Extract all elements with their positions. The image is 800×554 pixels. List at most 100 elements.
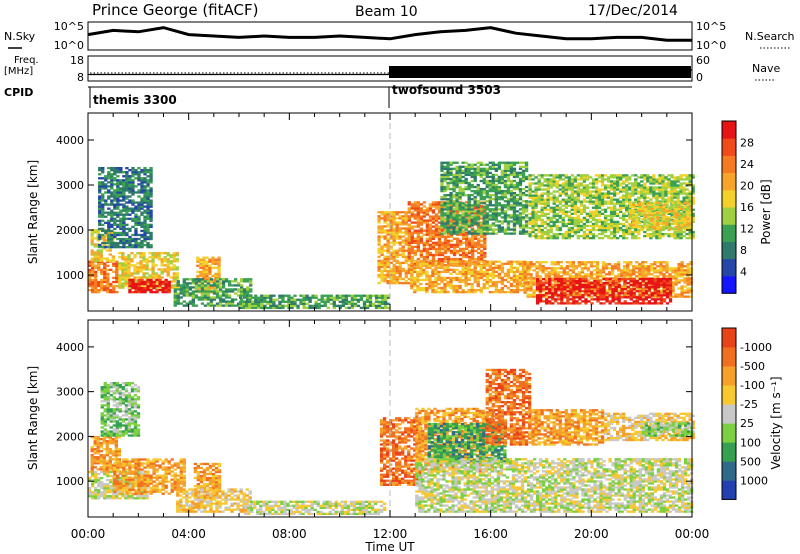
power-cell (449, 280, 453, 284)
power-cell (407, 281, 411, 285)
power-cell (380, 225, 384, 228)
power-cell (404, 255, 408, 258)
power-cell (419, 215, 424, 218)
power-cell (175, 268, 179, 271)
power-cell (422, 205, 427, 208)
power-cell (491, 165, 495, 168)
power-cell (383, 306, 388, 310)
power-cell (125, 189, 129, 192)
power-cell (320, 296, 324, 299)
power-cell (674, 271, 678, 274)
power-cell (572, 300, 576, 303)
power-cell (118, 282, 122, 285)
power-cell (140, 223, 144, 227)
power-cell (531, 214, 535, 218)
power-cell (203, 290, 208, 293)
power-cell (671, 277, 675, 280)
power-cell (110, 179, 114, 182)
power-cell (617, 294, 621, 297)
power-cell (145, 262, 149, 265)
power-cell (401, 239, 405, 242)
power-cell (523, 289, 527, 292)
power-cell (215, 286, 220, 289)
power-cell (689, 279, 693, 282)
power-cell (200, 282, 205, 285)
power-cell (491, 173, 495, 177)
power-cell (196, 258, 200, 261)
power-cell (128, 217, 132, 220)
power-cell (419, 229, 424, 232)
power-cell (125, 217, 129, 220)
power-cell (398, 215, 402, 218)
power-cell (88, 280, 92, 284)
power-cell (503, 171, 508, 175)
power-cell (515, 171, 520, 175)
power-cell (404, 259, 408, 263)
power-cell (157, 286, 161, 289)
power-cell (497, 266, 502, 269)
power-cell (491, 189, 495, 193)
power-cell (559, 271, 563, 274)
power-cell (464, 212, 468, 215)
power-cell (206, 284, 211, 287)
power-cell (485, 220, 489, 223)
power-cell (182, 292, 186, 295)
power-cell (389, 277, 393, 281)
power-cell (521, 165, 526, 168)
power-cell (665, 284, 670, 287)
power-cell (212, 290, 217, 293)
power-cell (410, 231, 414, 234)
power-cell (620, 288, 624, 291)
power-cell (243, 296, 247, 299)
power-cell (578, 290, 582, 293)
power-cell (572, 281, 576, 285)
power-cell (470, 216, 474, 219)
power-cell (467, 169, 471, 173)
power-cell (440, 161, 444, 164)
power-cell (440, 179, 444, 183)
power-cell (338, 294, 342, 297)
power-cell (586, 267, 591, 270)
power-cell (103, 270, 107, 274)
power-cell (470, 218, 474, 221)
power-cell (500, 177, 505, 181)
power-cell (497, 212, 502, 215)
power-cell (158, 284, 162, 288)
power-cell (494, 189, 499, 193)
power-cell (145, 282, 149, 285)
power-cell (94, 290, 98, 294)
power-cell (437, 209, 442, 212)
power-cell (553, 281, 557, 284)
power-cell (148, 252, 152, 255)
power-cell (569, 294, 573, 297)
power-cell (506, 161, 511, 164)
power-cell (665, 271, 669, 274)
power-cell (407, 237, 411, 240)
power-cell (236, 290, 241, 293)
power-cell (239, 302, 243, 305)
power-cell (689, 281, 693, 284)
power-cell (458, 181, 462, 185)
power-cell (404, 273, 408, 277)
power-cell (380, 261, 384, 265)
power-cell (401, 217, 405, 220)
power-cell (518, 224, 523, 227)
power-cell (686, 265, 690, 268)
power-cell (146, 245, 150, 249)
power-cell (659, 267, 663, 270)
power-cell (443, 196, 447, 199)
power-cell (383, 269, 387, 273)
power-cell (431, 205, 436, 208)
power-cell (111, 259, 115, 262)
power-cell (365, 306, 370, 310)
power-cell (662, 275, 666, 278)
power-cell (111, 255, 115, 258)
power-cell (494, 212, 499, 215)
power-cell (413, 249, 417, 253)
power-cell (500, 194, 505, 197)
power-cell (149, 171, 153, 174)
power-cell (485, 222, 489, 225)
power-cell (491, 163, 495, 166)
power-cell (482, 272, 486, 276)
power-cell (122, 175, 126, 178)
